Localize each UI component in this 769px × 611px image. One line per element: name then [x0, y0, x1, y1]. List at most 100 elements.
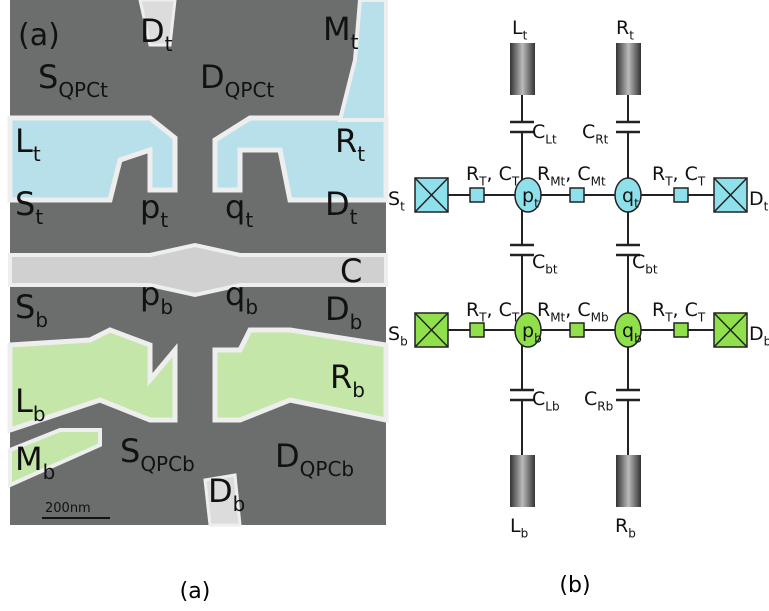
- label-text: q: [622, 185, 634, 207]
- label-text: , C: [565, 299, 590, 321]
- subscript: Rt: [595, 132, 608, 146]
- subscript: Lb: [545, 399, 559, 413]
- label-text: D: [325, 185, 350, 223]
- subscript: Mb: [591, 310, 609, 324]
- subscript: T: [511, 310, 520, 324]
- label: Dt: [749, 188, 769, 213]
- subscript: b: [33, 402, 46, 426]
- label-text: R: [652, 163, 665, 185]
- subscript: b: [521, 526, 529, 540]
- subscript: T: [697, 174, 706, 188]
- label: RT, CT: [466, 163, 520, 188]
- label-text: D: [749, 323, 764, 345]
- subscript: T: [511, 174, 520, 188]
- label-text: C: [340, 252, 362, 290]
- label-text: M: [323, 10, 351, 48]
- label: Cbt: [632, 251, 658, 276]
- label-text: D: [208, 472, 233, 510]
- subscript: t: [629, 28, 634, 42]
- label-text: D: [140, 12, 165, 50]
- subscript: t: [350, 205, 358, 229]
- label: RT, CT: [652, 299, 706, 324]
- label: Sb: [388, 323, 408, 348]
- label: St: [388, 188, 405, 213]
- label-text: C: [582, 121, 595, 143]
- label-text: L: [15, 382, 33, 420]
- subscript: t: [245, 208, 253, 232]
- label-text: S: [15, 288, 35, 326]
- label-text: D: [200, 58, 225, 96]
- subscript: Mt: [591, 174, 606, 188]
- subscript: t: [35, 205, 43, 229]
- subscript: b: [764, 334, 769, 348]
- label: Cbt: [532, 251, 558, 276]
- subscript: QPCb: [140, 452, 194, 476]
- scale-bar-label: 200nm: [45, 501, 91, 516]
- subscript: Mt: [550, 310, 565, 324]
- label-text: p: [140, 275, 160, 313]
- label-text: C: [532, 121, 545, 143]
- label-text: R: [537, 163, 550, 185]
- label-text: q: [225, 275, 245, 313]
- label-text: , C: [565, 163, 590, 185]
- subscript: b: [43, 460, 56, 484]
- subscript: b: [35, 308, 48, 332]
- subscript: QPCt: [225, 78, 275, 102]
- subscript: b: [634, 331, 642, 345]
- label: C: [340, 252, 362, 290]
- subscript: b: [400, 334, 408, 348]
- label-text: R: [466, 299, 479, 321]
- label-text: C: [584, 388, 597, 410]
- page: DtMtSQPCtDQPCtLtRtStptqtDtCSbpbqbDbRbLbM…: [0, 0, 769, 611]
- label-text: R: [466, 163, 479, 185]
- label-text: q: [225, 188, 245, 226]
- label-text: p: [140, 188, 160, 226]
- subscript: b: [628, 526, 636, 540]
- label-text: , C: [673, 299, 698, 321]
- subscript: t: [351, 30, 359, 54]
- subscript: Rb: [597, 399, 613, 413]
- label-text: S: [38, 58, 58, 96]
- label-text: D: [749, 188, 764, 210]
- label-text: , C: [487, 299, 512, 321]
- subscript: QPCt: [58, 78, 108, 102]
- subscript: QPCb: [300, 457, 354, 481]
- subscript: t: [160, 208, 168, 232]
- label-text: R: [616, 17, 629, 39]
- label: Rt: [616, 17, 634, 42]
- subscript: Lt: [545, 132, 557, 146]
- label-text: R: [537, 299, 550, 321]
- label-text: S: [388, 323, 400, 345]
- label-text: , C: [487, 163, 512, 185]
- label: CLb: [532, 388, 560, 413]
- label-text: C: [532, 388, 545, 410]
- label: RT, CT: [466, 299, 520, 324]
- label: CRt: [582, 121, 609, 146]
- caption: (b): [559, 573, 590, 598]
- label: RT, CT: [652, 163, 706, 188]
- subscript: t: [400, 199, 405, 213]
- subscript: b: [245, 295, 258, 319]
- subscript: bt: [645, 262, 658, 276]
- label-text: S: [120, 432, 140, 470]
- label-text: D: [325, 290, 350, 328]
- label-text: M: [15, 440, 43, 478]
- subscript: b: [534, 331, 542, 345]
- subscript: T: [697, 310, 706, 324]
- label: Lb: [510, 515, 528, 540]
- label-text: R: [335, 122, 357, 160]
- label-text: C: [632, 251, 645, 273]
- panel-tag: (a): [18, 18, 60, 53]
- subscript: b: [233, 492, 246, 516]
- subscript: t: [357, 142, 365, 166]
- subscript: t: [534, 196, 539, 210]
- label-text: L: [15, 122, 33, 160]
- label-text: C: [532, 251, 545, 273]
- label: Lt: [512, 17, 528, 42]
- figure: DtMtSQPCtDQPCtLtRtStptqtDtCSbpbqbDbRbLbM…: [0, 0, 769, 611]
- caption: (a): [180, 579, 211, 604]
- label: RMt, CMt: [537, 163, 606, 188]
- label-text: L: [512, 17, 523, 39]
- label: RMt, CMb: [537, 299, 609, 324]
- subscript: t: [764, 199, 769, 213]
